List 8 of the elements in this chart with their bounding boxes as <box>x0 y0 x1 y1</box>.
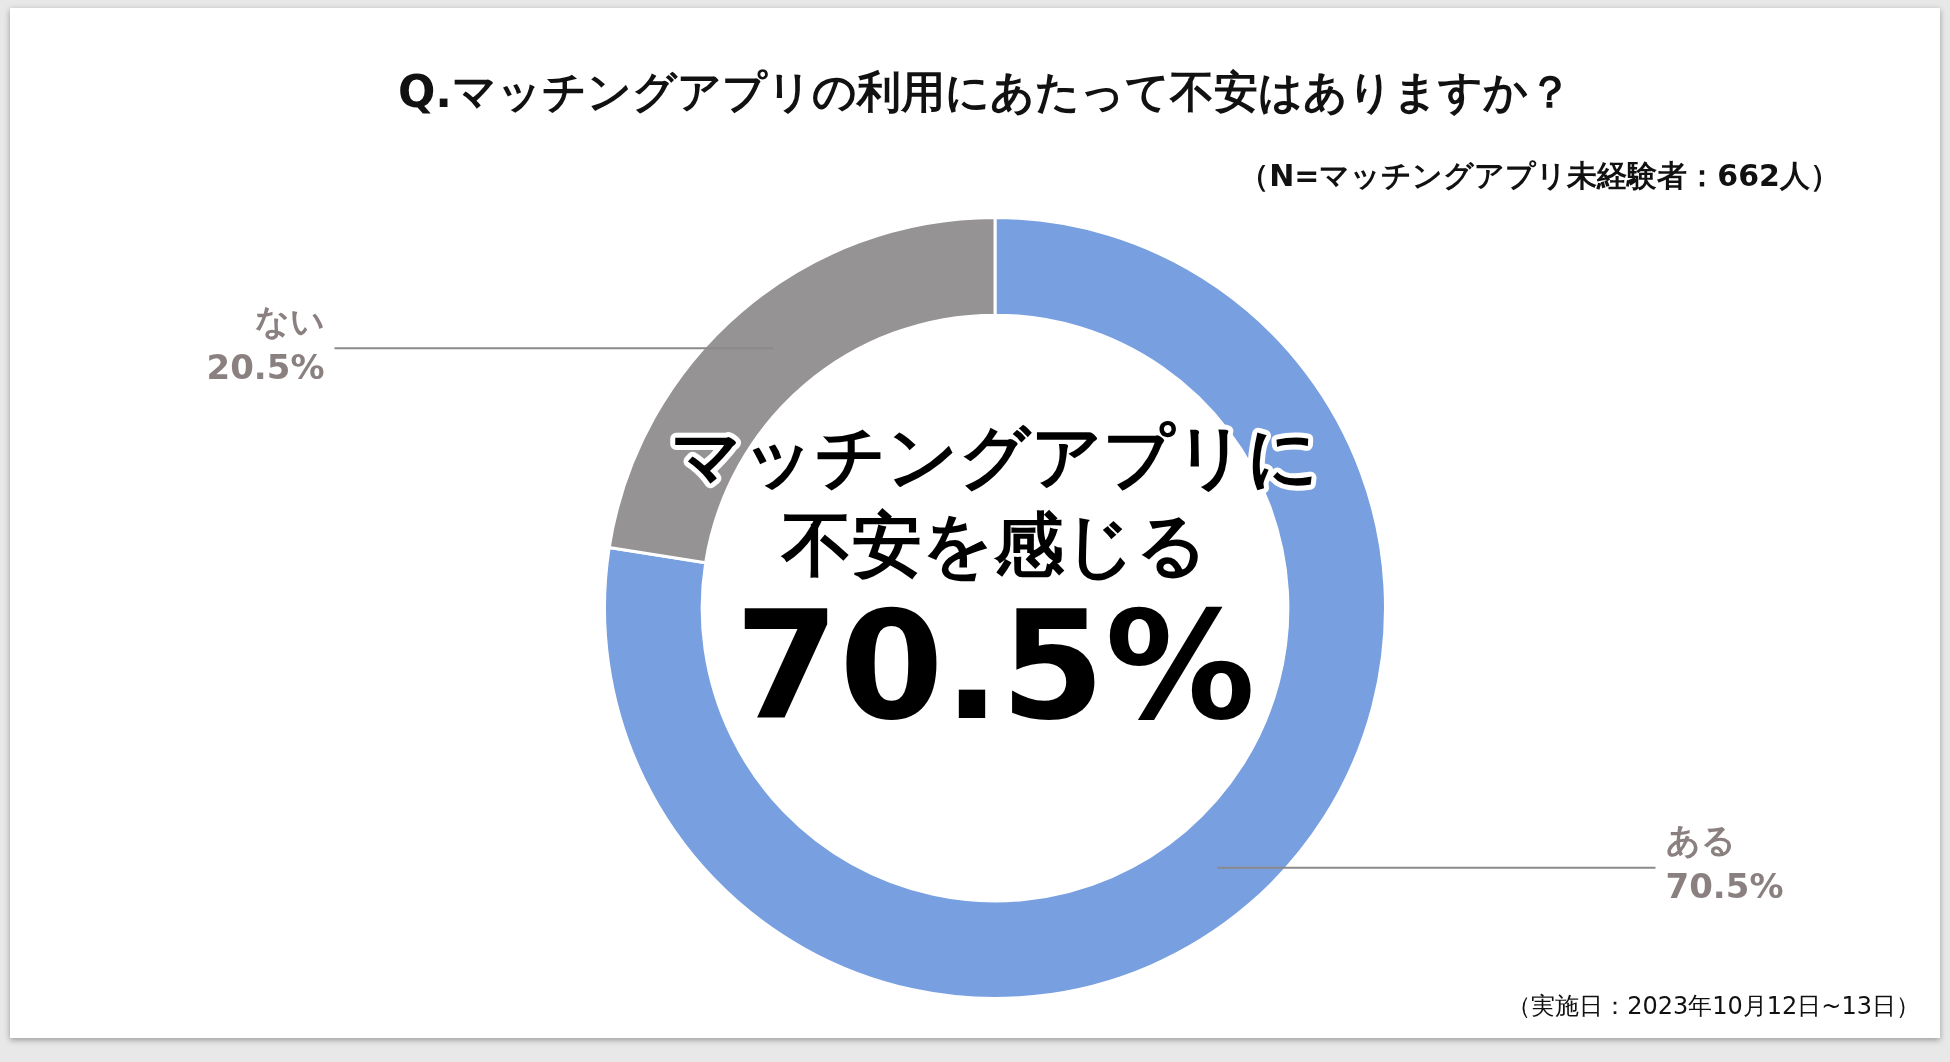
text: マッチングアプリに <box>671 416 1319 499</box>
data-label: 20.5% <box>206 347 325 388</box>
chart-subtitle: （N=マッチングアプリ未経験者：662人） <box>1239 157 1840 193</box>
text: （実施日：2023年10月12日~13日） <box>1507 992 1920 1021</box>
slice-label: ある <box>1665 820 1736 861</box>
slice-label: ない <box>254 301 325 342</box>
chart-title: Q.マッチングアプリの利用にあたって不安はありますか？ <box>397 66 1573 118</box>
data-label: 70.5% <box>1665 866 1784 907</box>
